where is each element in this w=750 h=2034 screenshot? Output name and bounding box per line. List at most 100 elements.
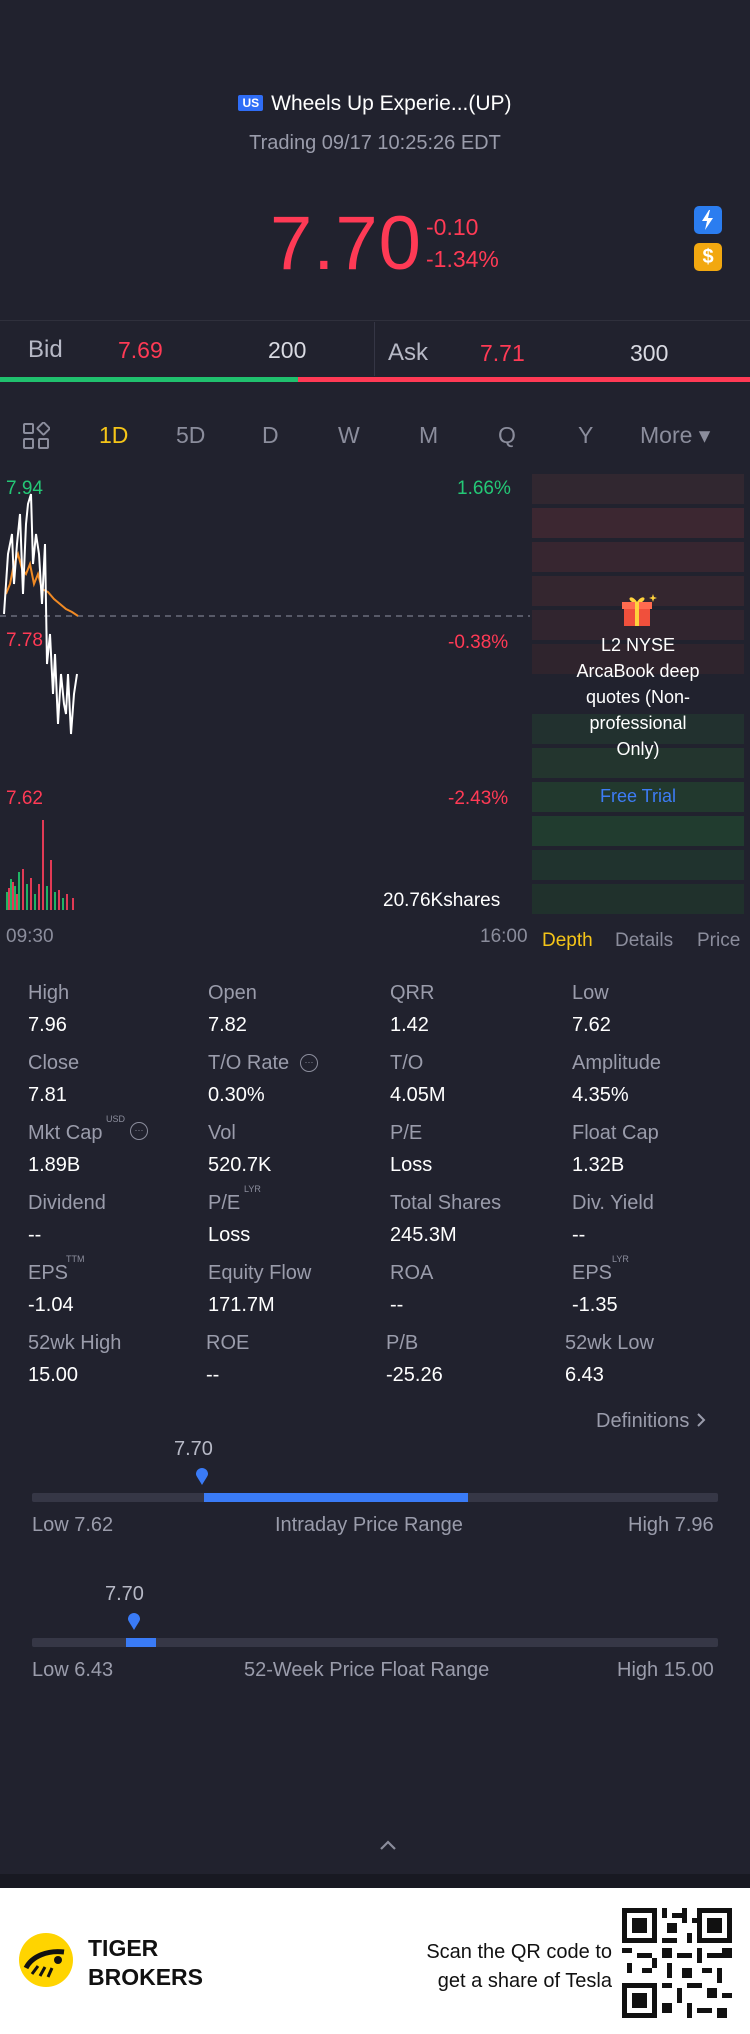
intraday-range-track [32,1493,718,1502]
chart-high-price: 7.94 [6,478,43,499]
dollar-icon[interactable]: $ [694,243,722,271]
definitions-link[interactable]: Definitions [596,1410,707,1433]
tab-more[interactable]: More ▾ [640,422,711,448]
stat-label-pb: P/B [386,1332,419,1354]
stat-label-roe: ROE [206,1332,250,1354]
stat-value-eps-ttm: -1.04 [28,1294,74,1316]
stat-label-52wk-low: 52wk Low [565,1332,654,1354]
tab-depth[interactable]: Depth [542,930,593,951]
tab-week[interactable]: W [338,422,360,448]
bid-ask-bar [0,320,750,378]
stock-name[interactable]: Wheels Up Experie...(UP) [271,92,512,115]
stat-value-low: 7.62 [572,1014,611,1036]
ttm-superscript: TTM [66,1254,85,1264]
chevron-up-icon[interactable] [378,1838,398,1852]
stat-value-roa: -- [390,1294,404,1316]
stat-label-equity-flow: Equity Flow [208,1262,312,1284]
stat-label-high: High [28,982,70,1004]
stat-label-div-yield: Div. Yield [572,1192,654,1214]
week52-high-label: High 15.00 [617,1659,714,1681]
tab-1d[interactable]: 1D [99,422,129,448]
ask-price: 7.71 [480,340,525,366]
depth-promo-text: L2 NYSE ArcaBook deep quotes (Non- profe… [576,635,700,759]
free-trial-link[interactable]: Free Trial [599,786,677,806]
stat-value-high: 7.96 [28,1014,67,1036]
stat-label-qrr: QRR [390,982,435,1004]
tab-details[interactable]: Details [615,930,674,951]
stat-label-open: Open [208,982,257,1004]
bid-label: Bid [28,336,63,363]
intraday-chart[interactable] [0,474,530,914]
price-change: -0.10 [426,214,479,240]
stat-value-total-shares: 245.3M [390,1224,457,1246]
bid-size: 200 [268,337,307,363]
brand-name: TIGER BROKERS [88,1935,204,1990]
stat-label-amplitude: Amplitude [572,1052,661,1074]
intraday-high-label: High 7.96 [628,1514,714,1536]
bid-volume-bar [0,377,298,382]
chart-mid-pct: -0.38% [448,632,509,653]
stat-value-equity-flow: 171.7M [208,1294,275,1316]
stat-value-div-yield: -- [572,1224,586,1246]
ask-size: 300 [630,340,669,366]
last-price: 7.70 [270,201,422,286]
stat-value-pe: Loss [390,1154,433,1176]
qr-code [622,1908,732,2018]
stat-value-amplitude: 4.35% [572,1084,629,1106]
stat-label-pe: P/E [390,1122,423,1144]
tab-5d[interactable]: 5D [176,422,206,448]
stat-value-vol: 520.7K [208,1154,272,1176]
stat-value-dividend: -- [28,1224,42,1246]
chart-low-price: 7.62 [6,788,43,809]
more-info-icon[interactable]: ··· [300,1054,318,1072]
week52-range-title: 52-Week Price Float Range [244,1659,490,1681]
stat-label-roa: ROA [390,1262,434,1284]
ask-volume-bar [298,377,750,382]
tab-price[interactable]: Price [697,930,741,951]
tab-year[interactable]: Y [578,422,594,448]
intraday-range-fill [204,1493,468,1502]
bid-price: 7.69 [118,337,163,363]
stat-value-qrr: 1.42 [390,1014,429,1036]
tiger-logo-icon [18,1932,74,1988]
stat-value-close: 7.81 [28,1084,67,1106]
tab-quarter[interactable]: Q [498,422,516,448]
chart-end-time: 16:00 [480,926,528,947]
stat-value-pe-lyr: Loss [208,1224,251,1246]
stat-value-52wk-high: 15.00 [28,1364,79,1386]
stat-value-roe: -- [206,1364,220,1386]
stat-label-float-cap: Float Cap [572,1122,659,1144]
stat-label-to-rate: T/O Rate [208,1052,290,1074]
usd-superscript: USD [106,1114,126,1124]
week52-range-fill [126,1638,156,1647]
chart-low-pct: -2.43% [448,788,509,809]
intraday-range-title: Intraday Price Range [275,1514,463,1536]
promo-footer[interactable]: TIGER BROKERS Scan the QR code to get a … [0,1888,750,2034]
level2-depth-panel[interactable]: L2 NYSE ArcaBook deep quotes (Non- profe… [532,474,744,914]
tab-month[interactable]: M [419,422,439,448]
stat-label-mkt-cap: Mkt Cap [28,1122,103,1144]
stat-label-total-shares: Total Shares [390,1192,502,1214]
chart-volume: 20.76Kshares [383,890,501,911]
grid-icon[interactable] [22,421,51,450]
stat-label-close: Close [28,1052,80,1074]
lightning-icon[interactable] [694,206,722,234]
chart-high-pct: 1.66% [457,478,511,499]
stat-label-eps-lyr: EPS [572,1262,613,1284]
more-info-icon[interactable]: ··· [130,1122,148,1140]
tab-day[interactable]: D [262,422,279,448]
chart-mid-price: 7.78 [6,630,43,651]
intraday-marker [196,1468,208,1485]
stat-value-open: 7.82 [208,1014,247,1036]
divider [374,322,375,376]
week52-low-label: Low 6.43 [32,1659,114,1681]
stock-title: US Wheels Up Experie...(UP) [0,92,750,116]
price-change-pct: -1.34% [426,246,499,272]
stat-label-pe-lyr: P/E [208,1192,241,1214]
stat-label-eps-ttm: EPS [28,1262,69,1284]
chart-start-time: 09:30 [6,926,54,947]
trading-status: Trading 09/17 10:25:26 EDT [249,132,501,154]
stat-value-eps-lyr: -1.35 [572,1294,618,1316]
stat-label-low: Low [572,982,609,1004]
stat-label-dividend: Dividend [28,1192,106,1214]
